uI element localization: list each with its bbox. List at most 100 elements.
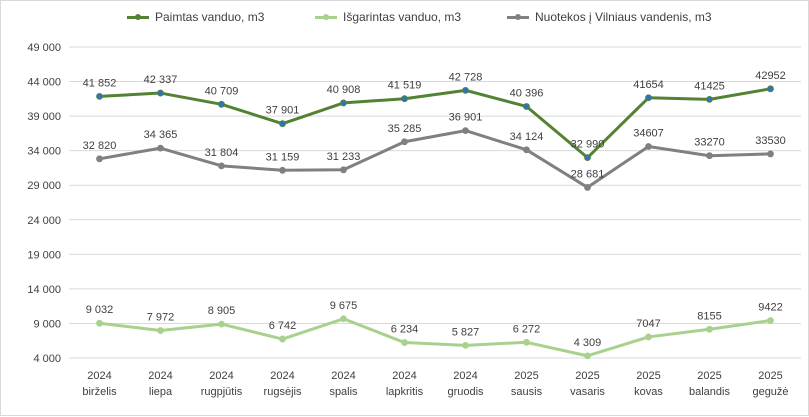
data-point bbox=[706, 95, 713, 103]
data-label: 34607 bbox=[633, 127, 664, 139]
series-line bbox=[98, 317, 772, 358]
data-point bbox=[340, 166, 347, 174]
data-label: 41425 bbox=[694, 80, 725, 92]
data-point bbox=[218, 100, 225, 108]
x-tick-label-month: spalis bbox=[329, 386, 358, 398]
x-tick-label-month: liepa bbox=[149, 386, 173, 398]
data-point bbox=[218, 162, 225, 170]
data-label: 31 804 bbox=[205, 147, 239, 159]
data-label: 6 234 bbox=[391, 324, 419, 336]
x-tick-label-year: 2024 bbox=[148, 370, 172, 382]
data-label: 34 124 bbox=[510, 131, 544, 143]
data-label: 41 852 bbox=[83, 77, 117, 89]
data-label: 6 272 bbox=[513, 323, 541, 335]
y-tick-label: 44 000 bbox=[27, 77, 61, 89]
legend: Paimtas vanduo, m3 Išgarintas vanduo, m3… bbox=[1, 10, 809, 30]
x-tick-label-year: 2025 bbox=[758, 370, 782, 382]
x-tick-label-year: 2024 bbox=[209, 370, 233, 382]
data-point bbox=[462, 86, 469, 94]
x-tick-label-year: 2025 bbox=[636, 370, 660, 382]
data-label: 42952 bbox=[755, 70, 786, 82]
data-label: 8 905 bbox=[208, 305, 236, 317]
data-label: 40 908 bbox=[327, 84, 361, 96]
data-label: 31 159 bbox=[266, 151, 300, 163]
data-point bbox=[279, 120, 286, 128]
y-tick-label: 39 000 bbox=[27, 111, 61, 123]
data-label: 32 820 bbox=[83, 140, 117, 152]
legend-item-paimtas: Paimtas vanduo, m3 bbox=[127, 10, 264, 24]
data-point bbox=[767, 317, 774, 324]
data-label: 8155 bbox=[697, 310, 721, 322]
x-tick-label-year: 2024 bbox=[331, 370, 355, 382]
data-point bbox=[584, 352, 591, 360]
data-label: 34 365 bbox=[144, 129, 178, 141]
data-label: 40 709 bbox=[205, 85, 239, 97]
data-label: 31 233 bbox=[327, 151, 361, 163]
x-tick-label-month: lapkritis bbox=[386, 386, 424, 398]
x-tick-label-year: 2025 bbox=[575, 370, 599, 382]
data-point bbox=[462, 127, 469, 135]
data-point bbox=[645, 143, 652, 150]
data-label: 35 285 bbox=[388, 123, 422, 135]
x-tick-label-month: rugpjūtis bbox=[201, 386, 243, 398]
data-point bbox=[279, 335, 286, 343]
x-tick-label-month: birželis bbox=[82, 386, 117, 398]
y-tick-label: 24 000 bbox=[27, 215, 61, 227]
series-line bbox=[98, 87, 772, 160]
data-label: 36 901 bbox=[449, 112, 483, 124]
data-point bbox=[340, 99, 347, 107]
series-line bbox=[98, 129, 772, 189]
x-tick-label-month: kovas bbox=[634, 386, 663, 398]
x-tick-label-month: gegužė bbox=[752, 386, 788, 398]
data-point bbox=[523, 146, 530, 154]
data-point bbox=[96, 93, 103, 100]
data-point bbox=[706, 152, 713, 160]
data-label: 4 309 bbox=[574, 337, 602, 349]
data-label: 7 972 bbox=[147, 312, 175, 324]
x-tick-label-year: 2024 bbox=[270, 370, 294, 382]
x-tick-label-year: 2024 bbox=[87, 370, 111, 382]
data-point bbox=[157, 89, 164, 97]
data-label: 33270 bbox=[694, 137, 725, 149]
data-label: 6 742 bbox=[269, 320, 297, 332]
data-label: 7047 bbox=[636, 318, 660, 330]
x-tick-label-month: balandis bbox=[689, 386, 730, 398]
data-point bbox=[523, 338, 530, 346]
legend-swatch-nuotekos bbox=[507, 13, 529, 20]
x-tick-label-year: 2025 bbox=[514, 370, 538, 382]
data-point bbox=[96, 155, 103, 163]
legend-swatch-paimtas bbox=[127, 13, 149, 20]
data-label: 41654 bbox=[633, 79, 664, 91]
data-point bbox=[584, 184, 591, 191]
data-point bbox=[401, 339, 408, 346]
data-point bbox=[157, 327, 164, 334]
legend-item-isgarintas: Išgarintas vanduo, m3 bbox=[315, 10, 461, 24]
data-point bbox=[340, 315, 347, 323]
legend-item-nuotekos: Nuotekos į Vilniaus vandenis, m3 bbox=[507, 10, 712, 24]
x-tick-label-year: 2024 bbox=[453, 370, 477, 382]
legend-label-nuotekos: Nuotekos į Vilniaus vandenis, m3 bbox=[535, 10, 712, 24]
x-tick-label-year: 2025 bbox=[697, 370, 721, 382]
data-label: 9 032 bbox=[86, 304, 114, 316]
data-point bbox=[279, 166, 286, 174]
data-point bbox=[523, 103, 530, 110]
x-tick-label-month: sausis bbox=[511, 386, 543, 398]
data-point bbox=[218, 320, 225, 328]
data-point bbox=[401, 138, 408, 146]
data-label: 5 827 bbox=[452, 326, 480, 338]
data-label: 42 337 bbox=[144, 74, 178, 86]
x-tick-label-month: rugsėjis bbox=[264, 386, 302, 398]
x-tick-label-year: 2024 bbox=[392, 370, 416, 382]
data-label: 28 681 bbox=[571, 168, 605, 180]
data-label: 37 901 bbox=[266, 105, 300, 117]
data-label: 42 728 bbox=[449, 71, 483, 83]
data-label: 9 675 bbox=[330, 300, 358, 312]
y-tick-label: 14 000 bbox=[27, 284, 61, 296]
data-point bbox=[767, 150, 774, 158]
data-label: 9422 bbox=[758, 302, 782, 314]
x-tick-label-month: gruodis bbox=[447, 386, 484, 398]
data-point bbox=[157, 144, 164, 152]
y-tick-label: 4 000 bbox=[33, 353, 61, 365]
